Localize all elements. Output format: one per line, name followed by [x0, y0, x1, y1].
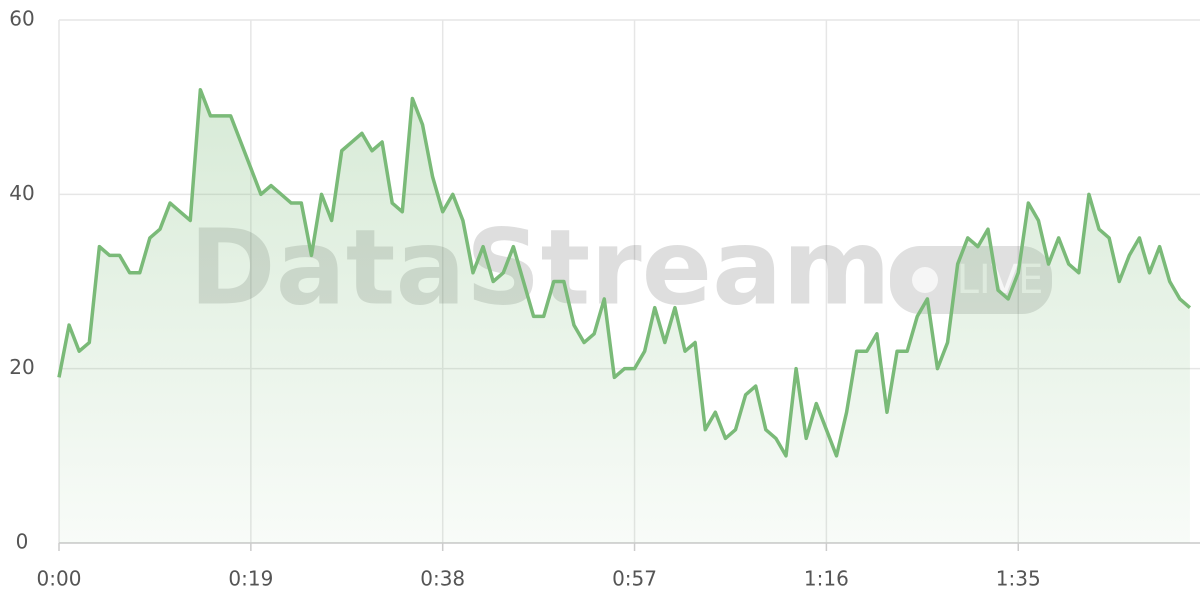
y-tick-label: 60	[9, 7, 34, 31]
y-tick-label: 0	[16, 530, 29, 554]
x-tick-label: 0:19	[228, 567, 273, 591]
y-tick-label: 20	[9, 355, 34, 379]
x-tick-label: 0:00	[37, 567, 82, 591]
badge-dot	[912, 267, 938, 293]
line	[57, 87, 1192, 458]
x-tick-label: 0:57	[612, 567, 657, 591]
x-tick-label: 0:38	[420, 567, 465, 591]
x-tick-label: 1:16	[804, 567, 849, 591]
y-tick-label: 40	[9, 181, 34, 205]
area	[59, 89, 1190, 543]
x-tick-label: 1:35	[996, 567, 1041, 591]
